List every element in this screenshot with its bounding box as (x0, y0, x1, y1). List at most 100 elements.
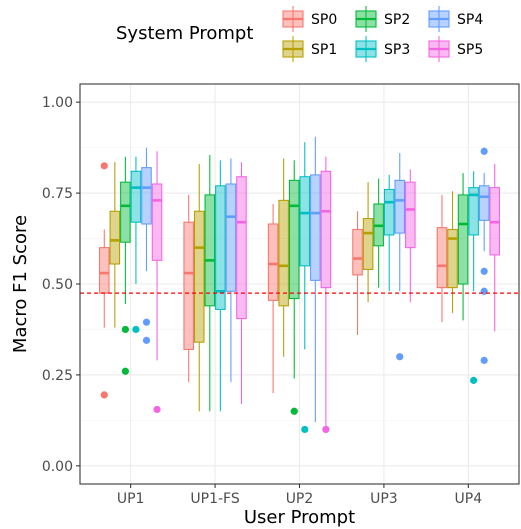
x-tick-label: UP1 (117, 491, 145, 507)
y-tick-label: 0.00 (42, 459, 73, 475)
box-body (204, 194, 216, 307)
box-body (278, 199, 289, 307)
box-sp3-up2 (299, 142, 311, 434)
legend-entry-sp5: SP5 (428, 36, 483, 62)
box-sp3-up3 (383, 174, 395, 292)
box-body (109, 210, 121, 265)
box-sp2-up3 (373, 178, 384, 288)
outlier-point (480, 267, 488, 275)
outlier-point (480, 147, 488, 155)
outlier-point (100, 162, 108, 170)
outlier-point (322, 425, 330, 434)
legend: System Prompt SP0 SP1 SP2 SP3 SP4 SP5 (116, 6, 483, 62)
box-sp0-up1-fs (183, 194, 194, 383)
legend-label: SP4 (457, 12, 483, 28)
y-tick-label: 0.25 (42, 368, 73, 384)
series-sp2 (120, 154, 469, 415)
outlier-point (480, 356, 488, 364)
y-axis-title: Macro F1 Score (10, 215, 31, 353)
box-body (383, 188, 395, 236)
box-body (215, 185, 226, 310)
box-body (310, 174, 321, 281)
legend-entry-sp0: SP0 (282, 6, 337, 32)
box-sp4-up1-fs (225, 158, 237, 383)
x-axis-title: User Prompt (244, 507, 355, 528)
outlier-point (153, 405, 161, 414)
series-sp4 (141, 136, 490, 423)
box-body (436, 227, 448, 289)
outlier-point (142, 318, 151, 326)
box-sp0-up4 (436, 194, 448, 323)
series-sp1 (109, 158, 458, 412)
box-sp4-up1 (141, 147, 152, 344)
box-body (120, 181, 131, 243)
legend-entry-sp3: SP3 (355, 36, 410, 62)
box-body (130, 170, 142, 223)
outlier-point (301, 425, 309, 434)
legend-label: SP1 (311, 42, 337, 58)
box-sp5-up1-fs (236, 162, 247, 404)
box-body (320, 170, 332, 289)
x-tick-label: UP4 (455, 491, 483, 507)
box-body (267, 223, 279, 301)
outlier-point (121, 367, 129, 375)
series-sp3 (130, 142, 479, 434)
box-body (478, 185, 490, 221)
box-body (362, 218, 374, 270)
box-sp2-up2 (288, 160, 300, 415)
box-sp2-up1 (120, 156, 131, 375)
x-tick-label: UP1-FS (190, 491, 239, 507)
box-body (193, 210, 205, 343)
y-tick-label: 0.50 (42, 277, 73, 293)
x-axis-ticks: UP1 UP1-FS UP2 UP3 UP4 (117, 484, 482, 507)
outlier-point (290, 407, 298, 415)
y-tick-label: 0.75 (42, 186, 73, 202)
box-body (236, 176, 247, 320)
box-body (151, 183, 163, 261)
box-sp1-up1 (109, 162, 121, 328)
box-layer (98, 136, 501, 434)
outlier-point (396, 353, 404, 361)
legend-title: System Prompt (116, 23, 253, 44)
box-sp4-up3 (394, 153, 406, 361)
outlier-point (480, 287, 488, 295)
box-sp2-up4 (457, 173, 469, 321)
box-body (299, 176, 311, 267)
box-sp3-up4 (468, 171, 479, 384)
legend-label: SP2 (384, 12, 410, 28)
y-axis-ticks: 0.00 0.25 0.50 0.75 1.00 (42, 95, 80, 475)
box-body (394, 179, 406, 234)
legend-label: SP5 (457, 42, 483, 58)
legend-entry-sp2: SP2 (355, 6, 410, 32)
box-body (457, 194, 469, 285)
legend-entry-sp4: SP4 (428, 6, 483, 32)
x-tick-label: UP2 (286, 491, 314, 507)
box-body (405, 181, 416, 249)
x-tick-label: UP3 (370, 491, 398, 507)
box-sp0-up3 (352, 211, 363, 335)
box-sp1-up1-fs (193, 164, 205, 412)
y-tick-label: 1.00 (42, 95, 73, 111)
legend-entry-sp1: SP1 (282, 36, 337, 62)
box-sp1-up2 (278, 158, 289, 357)
outlier-point (470, 376, 478, 384)
box-sp0-up2 (267, 204, 279, 394)
box-body (352, 228, 363, 276)
outlier-point (142, 336, 151, 344)
box-sp3-up1-fs (215, 160, 226, 412)
legend-label: SP0 (311, 12, 337, 28)
box-body (468, 187, 479, 236)
box-sp5-up1 (151, 151, 163, 414)
box-sp4-up2 (310, 136, 321, 423)
box-sp1-up3 (362, 182, 374, 303)
box-sp3-up1 (130, 156, 142, 334)
box-body (288, 179, 300, 300)
series-sp5 (151, 151, 501, 434)
box-body (225, 183, 237, 292)
outlier-point (132, 325, 140, 334)
grid (80, 84, 519, 484)
box-sp5-up2 (320, 156, 332, 434)
outlier-point (100, 391, 108, 399)
legend-entries: SP0 SP1 SP2 SP3 SP4 SP5 (282, 6, 483, 62)
